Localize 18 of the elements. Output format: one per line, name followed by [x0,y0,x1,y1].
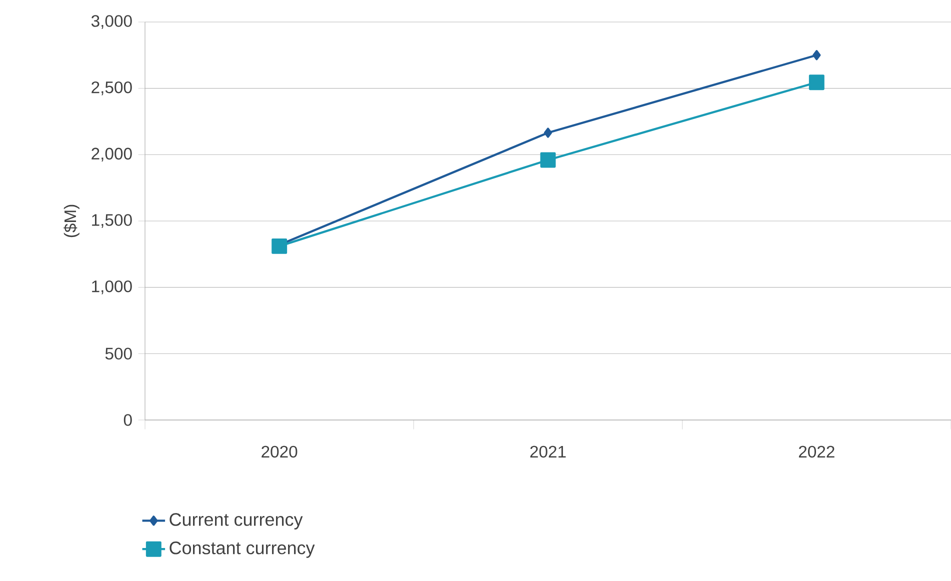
point [808,74,824,90]
point [544,128,552,138]
x-tick-label: 2021 [530,446,566,458]
y-tick-label: 2,500 [92,81,132,96]
legend-label: Current currency [170,513,303,530]
x-tick-label: 2022 [798,446,834,458]
x-tick-label: 2020 [262,446,298,458]
legend-label: Constant currency [170,542,315,558]
y-tick-label: 1,500 [92,214,132,228]
point [540,152,556,168]
y-tick-label: 3,000 [91,15,132,29]
y-tick-label: 500 [105,348,132,360]
y-tick-label: 2,000 [92,148,132,162]
point [272,238,288,254]
y-tick-label: 0 [124,414,132,426]
y-axis-title: ($M) [64,204,80,238]
y-tick-label: 1,000 [92,280,132,294]
point [812,50,821,60]
